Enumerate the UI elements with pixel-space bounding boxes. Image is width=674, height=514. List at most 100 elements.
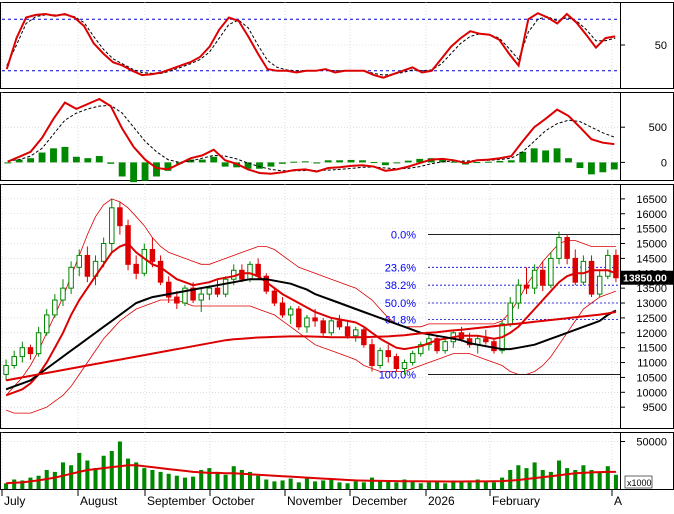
macd-histogram-bar [141, 162, 149, 181]
volume-bar [597, 471, 602, 489]
macd-histogram-bar [153, 162, 160, 177]
last-price-tag [621, 270, 674, 285]
macd-histogram-bar [164, 162, 172, 171]
candlestick [385, 350, 391, 358]
volume-bar [418, 483, 423, 489]
candlestick [540, 269, 546, 286]
volume-bar [386, 481, 391, 489]
y-tick-label: 14500 [636, 253, 667, 265]
fibonacci-label: 0.0% [391, 230, 416, 242]
volume-bar [191, 476, 196, 489]
y-tick-label: 0 [661, 157, 667, 169]
macd-histogram-bar [610, 162, 618, 170]
candlestick [401, 362, 408, 369]
volume-bar [272, 481, 277, 489]
candlestick [19, 347, 26, 358]
x-tick-label: November [287, 494, 342, 508]
y-tick-label: 16000 [636, 209, 667, 221]
macd-histogram-bar [484, 161, 492, 163]
candlestick [27, 347, 34, 355]
volume-bar [402, 479, 407, 489]
volume-bar [4, 483, 9, 489]
candlestick [483, 338, 489, 343]
bollinger-band-line [5, 198, 616, 396]
candlestick [515, 284, 522, 304]
candlestick [409, 353, 416, 364]
volume-bar [540, 470, 545, 489]
volume-bar [500, 477, 505, 489]
x-axis: July August September October November Decemb… [0, 489, 674, 508]
candlestick [507, 302, 513, 325]
candlestick [133, 263, 139, 274]
volume-bar [182, 477, 187, 489]
macd-histogram-bar [27, 158, 35, 163]
volume-bar [223, 474, 228, 489]
macd-histogram-bar [107, 162, 115, 164]
candlestick [352, 329, 359, 337]
candlestick [84, 254, 91, 277]
volume-bar [280, 480, 285, 489]
volume-bar [134, 462, 139, 489]
candlestick [222, 278, 229, 295]
y-tick-label: 9500 [643, 402, 667, 414]
moving-average-line [5, 311, 617, 382]
candlestick [182, 287, 188, 304]
volume-bar [426, 482, 431, 489]
x-tick-label: December [352, 494, 407, 508]
volume-bar [313, 481, 318, 489]
volume-moving-average [6, 464, 616, 485]
macd-histogram-bar [347, 159, 355, 163]
macd-histogram-bar [210, 156, 218, 163]
candlestick [198, 293, 204, 301]
candlestick [344, 326, 351, 337]
volume-bar [20, 480, 25, 489]
macd-line [7, 97, 615, 175]
macd-histogram-bar [439, 159, 447, 163]
candlestick [117, 207, 123, 227]
candlestick [255, 263, 261, 277]
macd-histogram-bar [198, 159, 206, 163]
volume-bar [215, 471, 220, 489]
candlestick [564, 237, 570, 259]
macd-histogram-bar [496, 160, 504, 163]
candlestick [271, 290, 278, 304]
macd-histogram-bar [72, 156, 80, 163]
candlestick [149, 248, 156, 262]
volume-bar [126, 458, 131, 489]
candlestick [328, 320, 335, 334]
candlestick [279, 302, 286, 316]
macd-histogram-bar [553, 148, 561, 163]
volume-bar [12, 479, 17, 489]
candlestick [157, 260, 164, 283]
volume-bar [475, 479, 480, 489]
x-tick-label: 2026 [428, 494, 455, 508]
volume-bar [288, 478, 293, 489]
volume-bar [451, 480, 456, 489]
volume-bar [394, 482, 399, 489]
volume-bar [28, 477, 33, 489]
macd-histogram-bar [278, 162, 286, 164]
macd-histogram-bar [61, 146, 69, 163]
candlestick [174, 296, 180, 304]
volume-bar [605, 466, 610, 489]
volume-bar [361, 482, 366, 489]
moving-average-line [5, 242, 617, 397]
y-tick-label: 13000 [636, 298, 667, 310]
y-tick-label: 12500 [636, 313, 667, 325]
candlestick [68, 266, 74, 289]
fibonacci-label: 100.0% [379, 369, 417, 381]
candlestick [100, 243, 107, 262]
fibonacci-label: 50.0% [385, 298, 416, 310]
candlestick [613, 254, 619, 279]
macd-histogram-bar [267, 162, 275, 167]
macd-histogram-bar [530, 148, 538, 163]
candlestick [336, 320, 343, 328]
volume-bar [158, 471, 163, 489]
volume-panel: 50000 x1000 [4, 437, 667, 489]
candlestick [247, 263, 253, 280]
candlestick [165, 281, 172, 298]
volume-bar [483, 481, 488, 489]
volume-bar [337, 482, 342, 489]
volume-bar [166, 473, 171, 489]
